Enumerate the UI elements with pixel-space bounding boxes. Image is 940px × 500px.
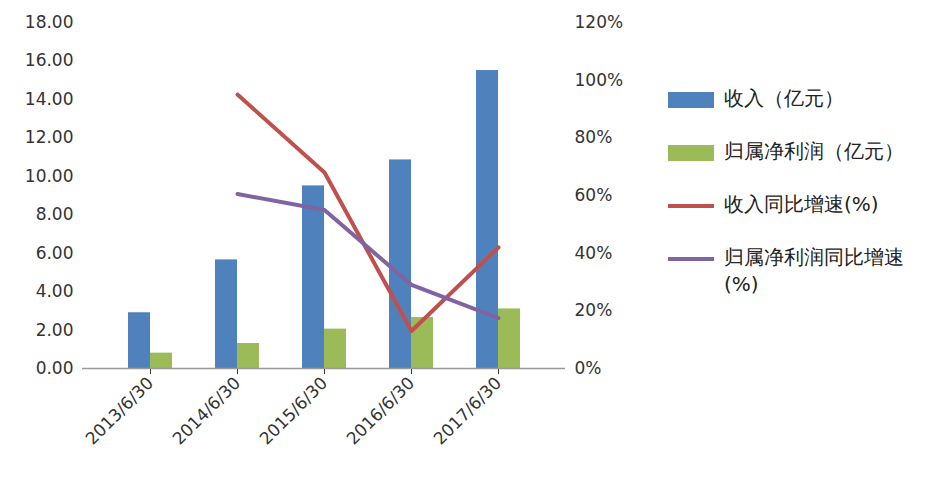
svg-text:2013/6/30: 2013/6/30	[81, 373, 157, 449]
svg-text:14.00: 14.00	[25, 89, 74, 109]
svg-text:18.00: 18.00	[25, 12, 74, 32]
html-text:归属净利润（亿元）: 归属净利润（亿元）	[724, 139, 904, 163]
svg-text:2014/6/30: 2014/6/30	[168, 373, 244, 449]
svg-text:80%: 80%	[575, 127, 613, 147]
svg-text:100%: 100%	[575, 70, 624, 90]
svg-text:60%: 60%	[575, 185, 613, 205]
svg-text:4.00: 4.00	[36, 281, 74, 301]
svg-text:0%: 0%	[575, 358, 602, 378]
svg-text:20%: 20%	[575, 300, 613, 320]
svg-text:10.00: 10.00	[25, 166, 74, 186]
svg-text:8.00: 8.00	[36, 204, 74, 224]
svg-text:120%: 120%	[575, 12, 624, 32]
svg-text:16.00: 16.00	[25, 50, 74, 70]
svg-text:2015/6/30: 2015/6/30	[255, 373, 331, 449]
svg-text:2017/6/30: 2017/6/30	[429, 373, 505, 449]
svg-text:12.00: 12.00	[25, 127, 74, 147]
svg-text:6.00: 6.00	[36, 243, 74, 263]
svg-text:2.00: 2.00	[36, 319, 74, 339]
svg-text:40%: 40%	[575, 243, 613, 263]
svg-text:2016/6/30: 2016/6/30	[342, 373, 418, 449]
html-text:归属净利润同比增速(%): 归属净利润同比增速(%)	[724, 245, 904, 296]
html-text:收入同比增速(%): 收入同比增速(%)	[724, 192, 879, 216]
svg-text:0.00: 0.00	[36, 358, 74, 378]
html-text:收入（亿元）: 收入（亿元）	[724, 86, 844, 110]
